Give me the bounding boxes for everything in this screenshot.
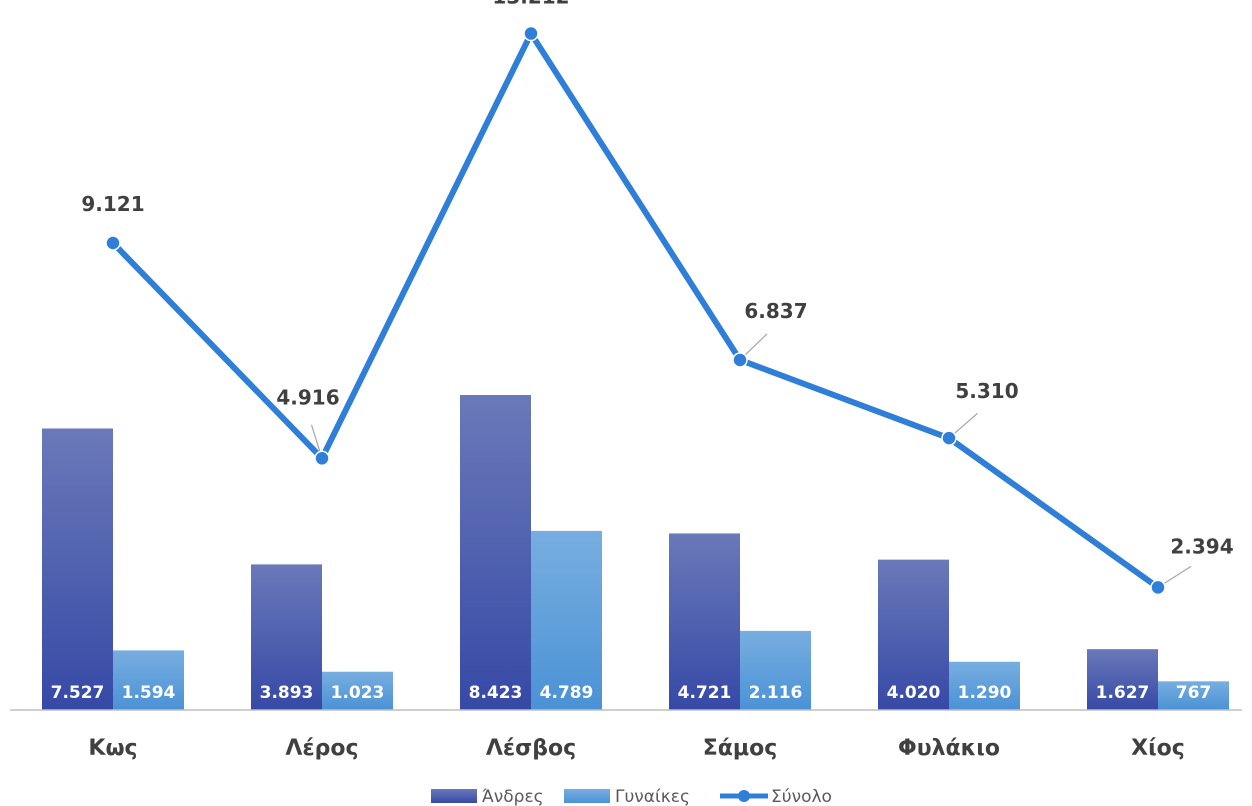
bar-women-label-1: 1.023 bbox=[331, 683, 385, 703]
total-label-3: 6.837 bbox=[744, 299, 807, 323]
total-point-5 bbox=[1151, 580, 1165, 594]
bar-women-label-3: 2.116 bbox=[749, 683, 803, 703]
bars-layer: 7.527 1.594 3.893 1.023 8.423 4.789 4.721 2.116… bbox=[42, 395, 1229, 710]
legend-label-men: Άνδρες bbox=[482, 787, 544, 806]
total-label-1: 4.916 bbox=[276, 385, 339, 409]
total-label-4: 5.310 bbox=[955, 379, 1018, 403]
total-point-2 bbox=[524, 27, 538, 41]
total-point-3 bbox=[733, 353, 747, 367]
category-label-5: Χίος bbox=[1131, 736, 1185, 761]
total-line-layer: 9.121 4.916 13.212 6.837 5.310 2.394 bbox=[81, 0, 1233, 594]
total-label-2: 13.212 bbox=[492, 0, 569, 9]
bar-women-label-2: 4.789 bbox=[540, 683, 594, 703]
bar-women-label-4: 1.290 bbox=[958, 683, 1012, 703]
category-label-1: Λέρος bbox=[285, 736, 358, 761]
bar-men-label-3: 4.721 bbox=[678, 683, 732, 703]
legend-swatch-men bbox=[431, 789, 477, 803]
category-label-4: Φυλάκιο bbox=[898, 736, 1000, 761]
total-label-5: 2.394 bbox=[1170, 534, 1233, 558]
bar-men-label-2: 8.423 bbox=[469, 683, 523, 703]
bar-men-label-0: 7.527 bbox=[51, 683, 105, 703]
category-label-3: Σάμος bbox=[703, 736, 778, 761]
bar-women-label-5: 767 bbox=[1176, 683, 1212, 703]
category-label-0: Κως bbox=[88, 736, 137, 761]
total-point-4 bbox=[942, 431, 956, 445]
bar-men-label-1: 3.893 bbox=[260, 683, 314, 703]
legend: Άνδρες Γυναίκες Σύνολο bbox=[431, 787, 832, 806]
bar-men-label-4: 4.020 bbox=[887, 683, 941, 703]
category-labels: Κως Λέρος Λέσβος Σάμος Φυλάκιο Χίος bbox=[88, 736, 1184, 761]
legend-swatch-women bbox=[564, 789, 610, 803]
total-point-1 bbox=[315, 451, 329, 465]
legend-label-women: Γυναίκες bbox=[615, 787, 690, 806]
legend-marker-total bbox=[738, 790, 750, 802]
bar-women-label-0: 1.594 bbox=[122, 683, 176, 703]
total-line bbox=[113, 34, 1158, 588]
bar-men-2 bbox=[460, 395, 531, 710]
category-label-2: Λέσβος bbox=[486, 736, 576, 761]
total-point-0 bbox=[106, 236, 120, 250]
total-label-0: 9.121 bbox=[81, 192, 144, 216]
bar-men-0 bbox=[42, 428, 113, 710]
legend-label-total: Σύνολο bbox=[771, 787, 832, 806]
bar-men-label-5: 1.627 bbox=[1096, 683, 1150, 703]
